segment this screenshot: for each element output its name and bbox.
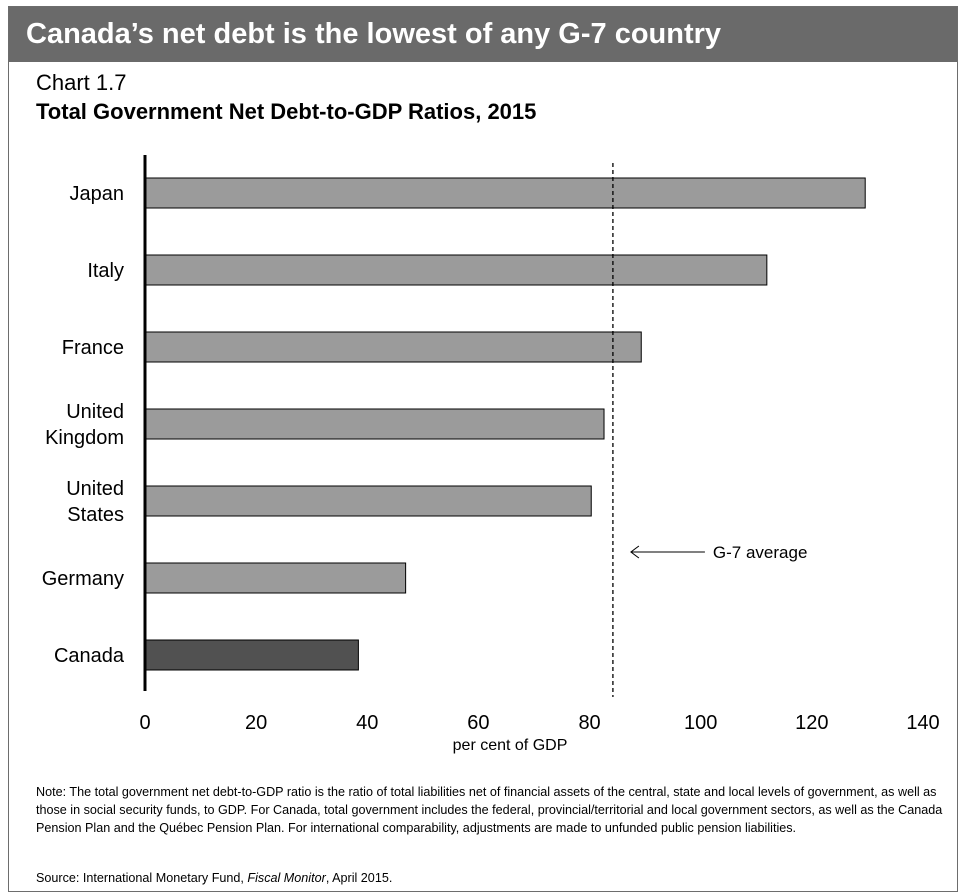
x-tick-label: 120	[795, 712, 828, 734]
chart-note: Note: The total government net debt-to-G…	[36, 785, 943, 835]
g7-average-label: G-7 average	[713, 543, 808, 562]
category-label-line: Kingdom	[45, 427, 124, 449]
bar-united-states	[144, 485, 592, 517]
bar-chart: Japan Italy France United Kingdom United State…	[42, 155, 940, 754]
category-label-line: United	[66, 401, 124, 423]
category-label-germany: Germany	[42, 568, 124, 590]
category-label-line: Germany	[42, 568, 124, 590]
category-label-italy: Italy	[87, 260, 124, 282]
x-tick-label: 0	[139, 712, 150, 734]
x-tick-labels: 0 20 40 60 80 100 120 140	[139, 712, 939, 734]
bars-layer	[144, 177, 866, 671]
x-axis-label: per cent of GDP	[453, 737, 568, 754]
category-label-united-kingdom: United Kingdom	[45, 401, 124, 449]
category-labels: Japan Italy France United Kingdom United State…	[42, 183, 125, 667]
bar-france	[144, 331, 642, 363]
chart-frame: Canada’s net debt is the lowest of any G…	[8, 6, 958, 892]
category-label-japan: Japan	[70, 183, 125, 205]
x-tick-label: 60	[467, 712, 489, 734]
headline-banner: Canada’s net debt is the lowest of any G…	[9, 7, 957, 62]
bar-italy	[144, 254, 768, 286]
chart-source: Source: International Monetary Fund, Fis…	[36, 871, 392, 885]
category-label-united-states: United States	[66, 478, 124, 526]
category-label-line: United	[66, 478, 124, 500]
x-tick-label: 100	[684, 712, 717, 734]
bar-canada	[144, 639, 359, 671]
x-tick-label: 40	[356, 712, 378, 734]
bar-germany	[144, 562, 407, 594]
source-publication: Fiscal Monitor	[247, 871, 326, 885]
g7-average-annotation: G-7 average	[630, 543, 808, 562]
x-tick-label: 20	[245, 712, 267, 734]
source-prefix: Source: International Monetary Fund,	[36, 871, 248, 885]
annotation-arrow-head	[630, 545, 640, 559]
category-label-line: France	[62, 337, 124, 359]
category-label-canada: Canada	[54, 645, 125, 667]
bar-japan	[144, 177, 866, 209]
category-label-line: States	[67, 504, 124, 526]
chart-title: Total Government Net Debt-to-GDP Ratios,…	[36, 99, 537, 124]
x-tick-label: 140	[906, 712, 939, 734]
category-label-france: France	[62, 337, 124, 359]
category-label-line: Japan	[70, 183, 125, 205]
chart-number: Chart 1.7	[36, 70, 127, 95]
bar-united-kingdom	[144, 408, 605, 440]
x-tick-label: 80	[578, 712, 600, 734]
category-label-line: Italy	[87, 260, 124, 282]
category-label-line: Canada	[54, 645, 125, 667]
source-suffix: , April 2015.	[325, 871, 393, 885]
